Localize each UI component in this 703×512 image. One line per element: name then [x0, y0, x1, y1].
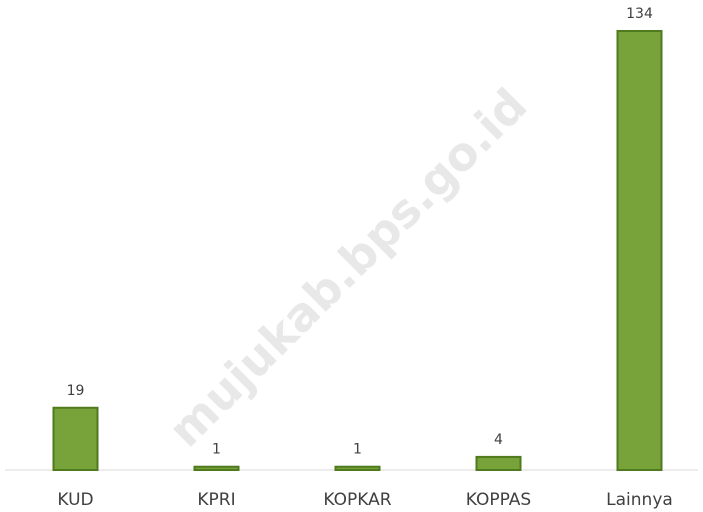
bar: [334, 465, 381, 471]
bar: [616, 30, 663, 471]
watermark: mujukab.bps.go.id: [158, 78, 537, 457]
value-label: 4: [494, 432, 503, 448]
value-label: 1: [353, 442, 362, 458]
bar: [52, 406, 99, 471]
x-tick-label: KUD: [57, 490, 93, 510]
x-tick-label: KOPPAS: [466, 490, 531, 510]
value-label: 134: [626, 6, 653, 22]
x-tick-label: Lainnya: [606, 490, 673, 510]
value-label: 19: [67, 383, 85, 399]
x-tick-label: KPRI: [197, 490, 235, 510]
value-label: 1: [212, 442, 221, 458]
x-tick-label: KOPKAR: [323, 490, 391, 510]
bar: [193, 465, 240, 471]
bar: [475, 455, 522, 471]
